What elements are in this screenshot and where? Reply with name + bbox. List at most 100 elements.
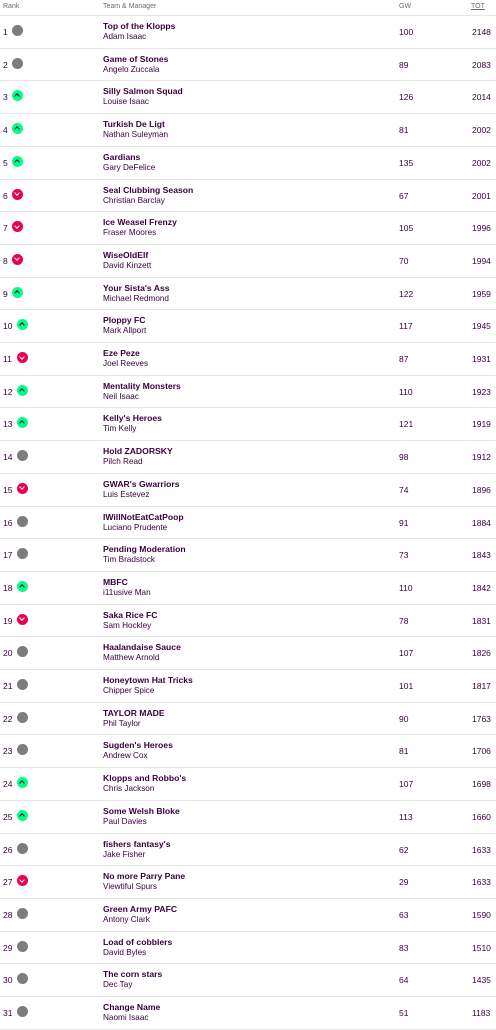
team-name-link[interactable]: Load of cobblers — [103, 936, 173, 947]
team-name-link[interactable]: fishers fantasy's — [103, 838, 171, 849]
table-row[interactable]: 8 WiseOldElf David Kinzett 70 1994 — [0, 245, 496, 278]
total-points: 1994 — [472, 255, 491, 266]
gw-column-header[interactable]: GW — [399, 3, 412, 10]
team-name-link[interactable]: MBFC — [103, 576, 128, 587]
tot-column-header[interactable]: TOT — [471, 3, 485, 10]
team-name-link[interactable]: Klopps and Robbo's — [103, 773, 187, 784]
team-name-link[interactable]: Hold ZADORSKY — [103, 446, 173, 457]
gameweek-points: 91 — [399, 517, 409, 528]
team-name-link[interactable]: Ice Weasel Frenzy — [103, 217, 177, 228]
rank-number: 24 — [3, 779, 13, 790]
table-row[interactable]: 21 Honeytown Hat Tricks Chipper Spice 101 18… — [0, 670, 496, 703]
table-row[interactable]: 12 Mentality Monsters Neil Isaac 110 1923 — [0, 376, 496, 409]
team-name-link[interactable]: Ploppy FC — [103, 315, 146, 326]
table-row[interactable]: 3 Silly Salmon Squad Louise Isaac 126 2014 — [0, 81, 496, 115]
team-name-link[interactable]: Gardians — [103, 151, 141, 162]
rank-number: 13 — [3, 419, 13, 430]
rank-number: 17 — [3, 550, 13, 561]
rank-same-icon — [17, 1006, 28, 1018]
team-name-link[interactable]: No more Parry Pane — [103, 871, 186, 882]
total-points: 1633 — [472, 877, 491, 888]
team-name-link[interactable]: Saka Rice FC — [103, 609, 158, 620]
team-name-link[interactable]: Silly Salmon Squad — [103, 86, 183, 97]
manager-name: Paul Davies — [103, 816, 147, 826]
table-row[interactable]: 29 Load of cobblers David Byles 83 1510 — [0, 932, 496, 965]
table-row[interactable]: 20 Haalandaise Sauce Matthew Arnold 107 1826 — [0, 637, 496, 671]
team-name-link[interactable]: Pending Moderation — [103, 544, 186, 555]
team-name-link[interactable]: Change Name — [103, 1002, 161, 1013]
total-points: 1945 — [472, 321, 491, 332]
team-name-link[interactable]: WiseOldElf — [103, 249, 149, 260]
table-row[interactable]: 7 Ice Weasel Frenzy Fraser Moores 105 1996 — [0, 212, 496, 245]
total-points: 1923 — [472, 386, 491, 397]
table-row[interactable]: 22 TAYLOR MADE Phil Taylor 90 1763 — [0, 703, 496, 736]
gameweek-points: 70 — [399, 255, 409, 266]
table-row[interactable]: 31 Change Name Naomi Isaac 51 1183 — [0, 997, 496, 1030]
team-name-link[interactable]: TAYLOR MADE — [103, 707, 165, 718]
team-name-link[interactable]: The corn stars — [103, 969, 163, 980]
gameweek-points: 107 — [399, 648, 414, 659]
team-name-link[interactable]: Game of Stones — [103, 53, 169, 64]
total-points: 1706 — [472, 746, 491, 757]
table-row[interactable]: 10 Ploppy FC Mark Allport 117 1945 — [0, 310, 496, 344]
rank-same-icon — [12, 25, 23, 36]
gameweek-points: 74 — [399, 484, 409, 495]
team-name-link[interactable]: Top of the Klopps — [103, 21, 176, 31]
team-name-link[interactable]: IWillNotEatCatPoop — [103, 511, 184, 522]
rank-up-icon — [17, 777, 28, 789]
rank-column-header: Rank — [3, 3, 20, 10]
team-name-link[interactable]: Mentality Monsters — [103, 380, 181, 391]
table-row[interactable]: 2 Game of Stones Angelo Zuccala 89 2083 — [0, 49, 496, 82]
gameweek-points: 63 — [399, 909, 409, 920]
table-row[interactable]: 24 Klopps and Robbo's Chris Jackson 107 1698 — [0, 768, 496, 801]
table-row[interactable]: 11 Eze Peze Joel Reeves 87 1931 — [0, 343, 496, 376]
total-points: 1896 — [472, 484, 491, 495]
table-row[interactable]: 6 Seal Clubbing Season Christian Barclay 67… — [0, 180, 496, 213]
rank-number: 3 — [3, 92, 8, 103]
manager-name: Luciano Prudente — [103, 522, 168, 532]
table-row[interactable]: 17 Pending Moderation Tim Bradstock 73 1843 — [0, 539, 496, 572]
table-row[interactable]: 25 Some Welsh Bloke Paul Davies 113 1660 — [0, 801, 496, 834]
table-row[interactable]: 13 Kelly's Heroes Tim Kelly 121 1919 — [0, 408, 496, 442]
manager-name: Pilch Read — [103, 457, 143, 467]
team-name-link[interactable]: Green Army PAFC — [103, 903, 178, 914]
table-row[interactable]: 1 Top of the Klopps Adam Isaac 100 2148 — [0, 16, 496, 49]
team-name-link[interactable]: Sugden's Heroes — [103, 740, 173, 751]
gameweek-points: 51 — [399, 1008, 409, 1019]
total-points: 2002 — [472, 157, 491, 168]
team-name-link[interactable]: Kelly's Heroes — [103, 413, 162, 424]
gameweek-points: 81 — [399, 125, 409, 136]
table-row[interactable]: 15 GWAR's Gwarriors Luis Estevez 74 1896 — [0, 474, 496, 507]
team-name-link[interactable]: Some Welsh Bloke — [103, 805, 180, 816]
table-row[interactable]: 19 Saka Rice FC Sam Hockley 78 1831 — [0, 605, 496, 638]
team-name-link[interactable]: Honeytown Hat Tricks — [103, 675, 193, 686]
total-points: 1931 — [472, 354, 491, 365]
table-row[interactable]: 26 fishers fantasy's Jake Fisher 62 1633 — [0, 834, 496, 867]
rank-number: 12 — [3, 386, 13, 397]
table-row[interactable]: 18 MBFC i11usive Man 110 1842 — [0, 572, 496, 605]
team-name-link[interactable]: Seal Clubbing Season — [103, 184, 194, 195]
table-row[interactable]: 14 Hold ZADORSKY Pilch Read 98 1912 — [0, 441, 496, 474]
table-row[interactable]: 9 Your Sista's Ass Michael Redmond 122 1959 — [0, 278, 496, 311]
table-row[interactable]: 4 Turkish De Ligt Nathan Suleyman 81 2002 — [0, 114, 496, 147]
table-row[interactable]: 5 Gardians Gary DeFelice 135 2002 — [0, 147, 496, 180]
gameweek-points: 73 — [399, 550, 409, 561]
team-name-link[interactable]: Eze Peze — [103, 348, 140, 359]
rank-down-icon — [17, 482, 28, 494]
team-name-link[interactable]: Turkish De Ligt — [103, 119, 165, 130]
table-row[interactable]: 28 Green Army PAFC Antony Clark 63 1590 — [0, 899, 496, 932]
rank-same-icon — [17, 646, 28, 658]
table-row[interactable]: 16 IWillNotEatCatPoop Luciano Prudente 91 18… — [0, 507, 496, 540]
gameweek-points: 62 — [399, 844, 409, 855]
table-row[interactable]: 30 The corn stars Dec Tay 64 1435 — [0, 964, 496, 998]
table-row[interactable]: 27 No more Parry Pane Viewtiful Spurs 29 163… — [0, 866, 496, 899]
rank-up-icon — [17, 809, 28, 821]
team-name-link[interactable]: GWAR's Gwarriors — [103, 478, 180, 489]
rank-number: 22 — [3, 713, 13, 724]
manager-name: Dec Tay — [103, 980, 133, 990]
team-name-link[interactable]: Haalandaise Sauce — [103, 642, 181, 653]
manager-name: Tim Kelly — [103, 424, 137, 434]
team-name-link[interactable]: Your Sista's Ass — [103, 282, 170, 293]
gameweek-points: 90 — [399, 713, 409, 724]
table-row[interactable]: 23 Sugden's Heroes Andrew Cox 81 1706 — [0, 735, 496, 769]
